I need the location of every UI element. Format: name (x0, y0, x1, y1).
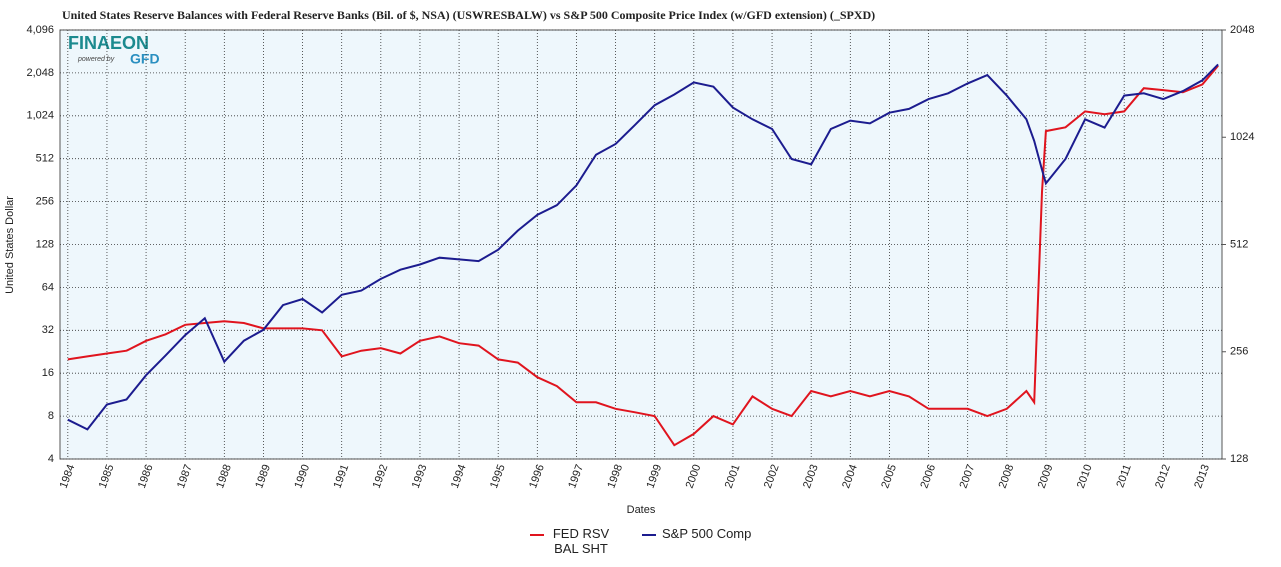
x-tick-label: 2007 (958, 463, 978, 490)
x-tick-label: 1988 (214, 463, 234, 490)
y2-tick-label: 256 (1230, 346, 1248, 358)
legend: FED RSV BAL SHT S&P 500 Comp (530, 526, 751, 556)
series-line (67, 65, 1219, 447)
x-tick-label: 1985 (97, 463, 117, 490)
x-tick-label: 2003 (801, 463, 821, 490)
y2-tick-label: 128 (1230, 453, 1248, 465)
x-tick-label: 1989 (253, 463, 273, 490)
series-line (67, 63, 1219, 431)
y-tick-label: 128 (36, 238, 54, 250)
y2-tick-label: 512 (1230, 238, 1248, 250)
y2-tick-label: 1024 (1230, 131, 1254, 143)
legend-swatch (642, 534, 656, 536)
x-tick-label: 2010 (1075, 463, 1095, 490)
y-tick-label: 256 (36, 196, 54, 208)
y-axis-label: United States Dollar (4, 196, 16, 294)
logo-brand: FINAEON (68, 33, 149, 53)
x-tick-label: 2000 (684, 463, 704, 490)
x-axis-label: Dates (627, 504, 656, 516)
x-tick-label: 2002 (762, 463, 782, 490)
legend-label: S&P 500 Comp (662, 526, 752, 541)
x-tick-label: 2006 (918, 463, 938, 490)
y-tick-label: 4 (48, 453, 54, 465)
x-tick-label: 2008 (997, 463, 1017, 490)
logo-sub: GFD (130, 51, 160, 67)
x-tick-label: 1990 (292, 463, 312, 490)
plot-area (59, 29, 1223, 460)
legend-swatch (530, 534, 544, 536)
legend-item: S&P 500 Comp (642, 526, 751, 556)
x-tick-label: 1997 (566, 463, 586, 490)
x-tick-label: 1999 (645, 463, 665, 490)
y-tick-label: 8 (48, 410, 54, 422)
grid (60, 29, 1222, 460)
x-tick-label: 1984 (58, 463, 78, 490)
y-tick-label: 1,024 (26, 110, 54, 122)
x-tick-label: 1992 (371, 463, 391, 490)
legend-item: FED RSV BAL SHT (530, 526, 612, 556)
y-tick-label: 4,096 (26, 24, 54, 36)
y2-tick-label: 2048 (1230, 24, 1254, 36)
y-tick-label: 2,048 (26, 67, 54, 79)
y-tick-label: 16 (42, 367, 54, 379)
x-tick-label: 1994 (449, 463, 469, 490)
x-tick-label: 1998 (605, 463, 625, 490)
legend-label: FED RSV BAL SHT (552, 526, 610, 556)
x-tick-label: 1996 (527, 463, 547, 490)
y-tick-label: 64 (42, 281, 54, 293)
chart-title: United States Reserve Balances with Fede… (62, 8, 875, 22)
x-tick-label: 2013 (1192, 463, 1212, 490)
x-tick-label: 1995 (488, 463, 508, 490)
x-tick-label: 2001 (723, 463, 743, 490)
x-tick-label: 2004 (840, 463, 860, 490)
logo-tagline: powered by (77, 56, 115, 63)
x-tick-label: 1987 (175, 463, 195, 490)
x-tick-label: 2011 (1114, 463, 1133, 489)
x-tick-label: 1986 (136, 463, 156, 490)
y-tick-label: 32 (42, 324, 54, 336)
x-tick-label: 1993 (410, 463, 430, 490)
x-tick-label: 2009 (1036, 463, 1056, 490)
y-tick-label: 512 (36, 153, 54, 165)
x-tick-label: 1991 (332, 463, 352, 490)
x-tick-label: 2012 (1153, 463, 1173, 490)
x-tick-label: 2005 (879, 463, 899, 490)
